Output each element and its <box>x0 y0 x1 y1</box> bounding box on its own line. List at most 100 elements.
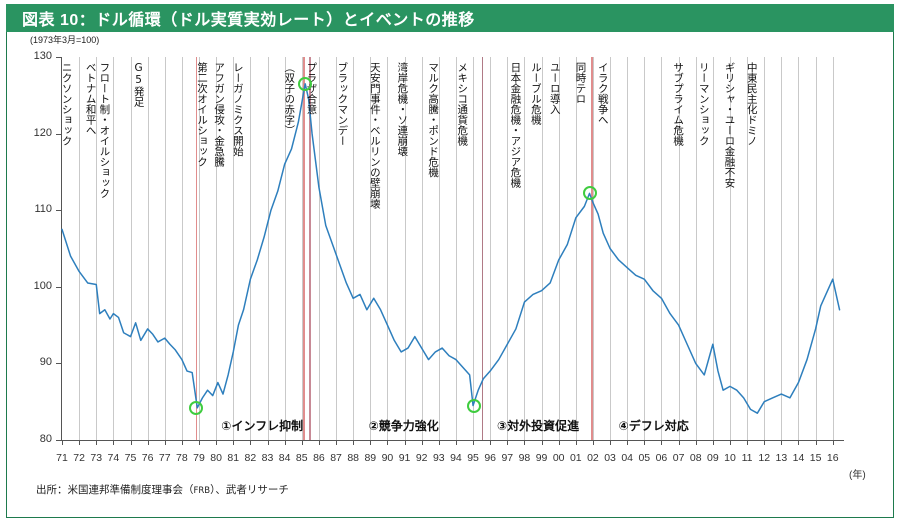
gridline-year-82 <box>250 57 252 440</box>
y-axis-label-80: 80 <box>39 433 52 445</box>
x-tick-72 <box>79 440 81 445</box>
gridline-year-89 <box>370 57 372 440</box>
gridline-year-98 <box>524 57 526 440</box>
y-tick-120 <box>56 133 62 135</box>
gridline-year-06 <box>661 57 663 440</box>
x-axis-label-94: 94 <box>450 452 462 464</box>
x-axis-label-89: 89 <box>364 452 377 464</box>
gridline-year-10 <box>729 57 731 440</box>
gridline-year-11 <box>747 57 749 440</box>
event-label-2: フロート制・オイルショック <box>98 62 111 199</box>
event-label-6: レーガノミクス開始 <box>231 62 244 157</box>
x-axis-label-85: 85 <box>295 452 308 464</box>
x-axis-label-15: 15 <box>809 452 822 464</box>
x-axis-label-01: 01 <box>569 452 582 464</box>
series-line-dollar-real-effective-rate <box>61 83 841 414</box>
gridline-year-94 <box>455 57 457 440</box>
gridline-year-76 <box>147 57 149 440</box>
event-label-0: ニクソンショック <box>60 62 73 146</box>
event-label-14: 日本金融危機・アジア危機 <box>509 62 522 188</box>
x-axis-label-99: 99 <box>535 452 548 464</box>
x-axis-label-12: 12 <box>758 452 771 464</box>
gridline-year-05 <box>644 57 646 440</box>
x-axis-label-13: 13 <box>775 452 788 464</box>
x-axis-label-78: 78 <box>176 452 188 464</box>
x-tick-06 <box>661 440 663 445</box>
x-tick-91 <box>404 440 406 445</box>
gridline-year-95 <box>473 57 475 440</box>
x-tick-05 <box>644 440 646 445</box>
x-tick-11 <box>747 440 749 445</box>
x-tick-77 <box>164 440 166 445</box>
x-axis-label-86: 86 <box>313 452 325 464</box>
gridline-year-01 <box>575 57 577 440</box>
x-tick-96 <box>490 440 492 445</box>
x-tick-08 <box>695 440 697 445</box>
x-axis-label-87: 87 <box>330 452 342 464</box>
x-axis-label-71: 71 <box>56 452 68 464</box>
plaza-accord-line-b <box>309 57 312 440</box>
event-label-1: ベトナム和平へ <box>84 62 97 136</box>
x-tick-98 <box>524 440 526 445</box>
x-tick-89 <box>370 440 372 445</box>
x-tick-74 <box>113 440 115 445</box>
x-tick-95 <box>473 440 475 445</box>
source-note: 出所：米国連邦準備制度理事会（FRB）、武者リサーチ <box>36 482 289 497</box>
event-label-5: アフガン侵攻・金急騰 <box>213 62 226 167</box>
x-axis-label-07: 07 <box>672 452 685 464</box>
mexico-crisis-line <box>481 57 484 440</box>
x-tick-14 <box>798 440 800 445</box>
x-axis-label-04: 04 <box>621 452 634 464</box>
x-tick-13 <box>781 440 783 445</box>
x-axis-unit-label: (年) <box>849 470 866 481</box>
x-tick-94 <box>455 440 457 445</box>
x-tick-79 <box>199 440 201 445</box>
gridline-year-84 <box>284 57 286 440</box>
gridline-year-15 <box>815 57 817 440</box>
x-tick-01 <box>575 440 577 445</box>
event-label-7: （双子の赤字） <box>283 62 296 136</box>
gridline-year-83 <box>267 57 269 440</box>
mexico-trough-marker <box>466 398 481 413</box>
gridline-year-02 <box>592 57 594 440</box>
gridline-year-92 <box>421 57 423 440</box>
y-axis-label-100: 100 <box>33 279 52 292</box>
x-tick-75 <box>130 440 132 445</box>
y-axis-label-120: 120 <box>33 126 52 139</box>
x-tick-87 <box>336 440 338 445</box>
x-axis-label-77: 77 <box>158 452 171 464</box>
x-axis-label-95: 95 <box>467 452 479 464</box>
x-tick-10 <box>729 440 731 445</box>
event-label-21: ギリシャ・ユーロ金融不安 <box>723 62 736 188</box>
x-tick-07 <box>678 440 680 445</box>
gridline-year-08 <box>695 57 697 440</box>
event-label-8: プラザ合意 <box>305 62 318 115</box>
gridline-year-72 <box>79 57 81 440</box>
gridline-year-73 <box>96 57 98 440</box>
x-tick-80 <box>216 440 218 445</box>
x-tick-97 <box>507 440 509 445</box>
x-tick-00 <box>558 440 560 445</box>
gridline-year-78 <box>181 57 183 440</box>
gridline-year-81 <box>233 57 235 440</box>
inflation-trough-marker <box>189 400 204 415</box>
event-label-18: イラク戦争へ <box>596 62 609 125</box>
gridline-year-07 <box>678 57 680 440</box>
x-tick-78 <box>181 440 183 445</box>
event-label-13: メキシコ通貨危機 <box>456 62 469 146</box>
gridline-year-75 <box>130 57 132 440</box>
x-axis-label-75: 75 <box>124 452 137 464</box>
y-tick-80 <box>56 440 62 441</box>
x-tick-81 <box>233 440 235 445</box>
gridline-year-77 <box>164 57 166 440</box>
x-tick-90 <box>387 440 389 445</box>
x-tick-85 <box>301 440 303 445</box>
gridline-year-87 <box>336 57 338 440</box>
phase-label-4: ④デフレ対応 <box>618 419 689 433</box>
second-oil-shock-line <box>195 57 198 440</box>
x-axis-label-91: 91 <box>398 452 411 464</box>
x-axis-label-03: 03 <box>604 452 616 464</box>
gridline-year-13 <box>781 57 783 440</box>
